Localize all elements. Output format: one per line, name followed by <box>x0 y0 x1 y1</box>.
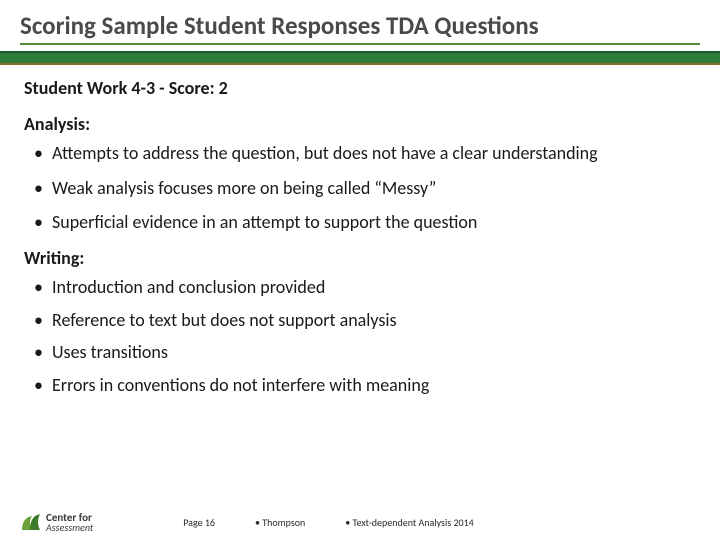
analysis-label: Analysis: <box>24 113 696 135</box>
footer-meta: Page 16 Thompson Text-dependent Analysis… <box>183 516 474 529</box>
analysis-list: Attempts to address the question, but do… <box>24 143 696 233</box>
title-bar: Scoring Sample Student Responses TDA Que… <box>0 0 720 51</box>
footer: Center for Assessment Page 16 Thompson T… <box>0 510 720 534</box>
list-item: Introduction and conclusion provided <box>24 277 696 298</box>
content-area: Student Work 4-3 - Score: 2 Analysis: At… <box>0 65 720 396</box>
list-item: Errors in conventions do not interfere w… <box>24 375 696 396</box>
logo-text: Center for Assessment <box>46 512 93 533</box>
accent-band <box>0 51 720 65</box>
page-number: Page 16 <box>183 516 215 529</box>
list-item: Superficial evidence in an attempt to su… <box>24 212 696 233</box>
logo-line2: Assessment <box>46 523 93 533</box>
footer-author: Thompson <box>255 516 305 529</box>
writing-label: Writing: <box>24 247 696 269</box>
writing-list: Introduction and conclusion provided Ref… <box>24 277 696 396</box>
list-item: Weak analysis focuses more on being call… <box>24 178 696 199</box>
logo: Center for Assessment <box>18 510 93 534</box>
student-work-heading: Student Work 4-3 - Score: 2 <box>24 77 696 99</box>
list-item: Uses transitions <box>24 342 696 363</box>
logo-mark-icon <box>18 510 42 534</box>
list-item: Attempts to address the question, but do… <box>24 143 696 164</box>
list-item: Reference to text but does not support a… <box>24 310 696 331</box>
page-title: Scoring Sample Student Responses TDA Que… <box>20 10 700 45</box>
footer-note: Text-dependent Analysis 2014 <box>345 516 473 529</box>
